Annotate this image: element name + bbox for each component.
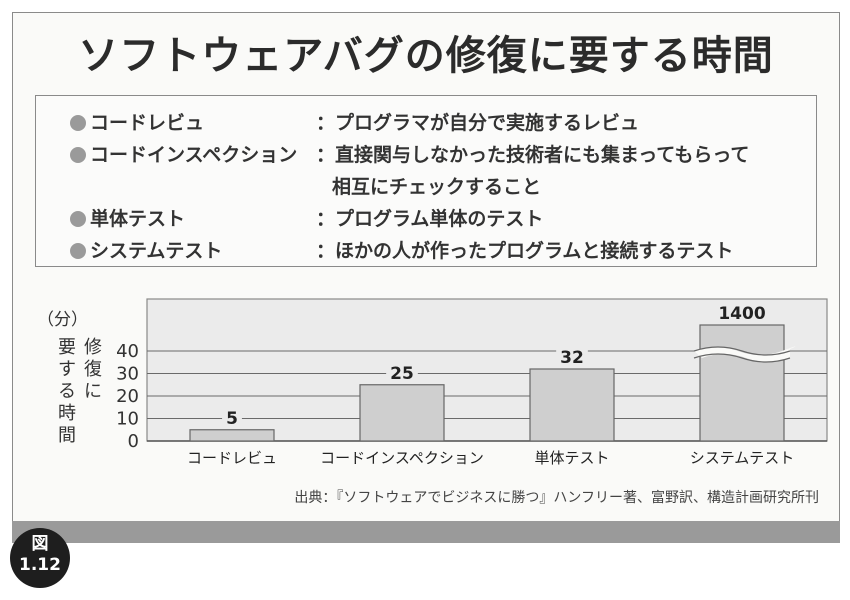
x-tick-label: システムテスト <box>690 449 795 467</box>
data-label-background <box>386 363 418 384</box>
unit-label: （分） <box>37 310 88 330</box>
source-citation: 出典：『ソフトウェアでビジネスに勝つ』ハンフリー著、富野訳、構造計画研究所刊 <box>294 490 819 506</box>
data-label: 32 <box>560 348 584 368</box>
definition-desc: ：直接関与しなかった技術者にも集まってもらって <box>316 144 750 166</box>
figure-title: ソフトウェアバグの修復に要する時間 <box>78 33 774 79</box>
figure-number-badge: 図 1.12 <box>10 528 70 588</box>
definition-desc-continued: 相互にチェックすること <box>332 176 542 198</box>
x-tick-label: コードレビュ <box>187 449 277 467</box>
figure-number: 1.12 <box>19 555 61 575</box>
bullet-icon <box>70 211 86 227</box>
x-tick-label: 単体テスト <box>534 449 609 467</box>
term-label: コードレビュ <box>90 112 205 134</box>
definition-term: 単体テスト <box>70 204 185 231</box>
axis-break-line <box>693 353 791 363</box>
bullet-icon <box>70 115 86 131</box>
figure-frame: ソフトウェアバグの修復に要する時間 コードレビュ ：プログラマが自分で実施するレ… <box>12 12 840 522</box>
bar <box>359 384 445 442</box>
bottom-band <box>12 521 840 543</box>
term-label: コードインスペクション <box>90 144 298 166</box>
bar <box>189 429 275 442</box>
term-label: システムテスト <box>90 240 223 262</box>
y-tick-label: 10 <box>116 409 139 430</box>
axis-break-line <box>693 346 791 356</box>
y-axis-label-line2: 要する時間 <box>58 337 76 446</box>
definition-term: システムテスト <box>70 236 222 263</box>
term-label: 単体テスト <box>90 208 186 230</box>
bar <box>529 368 615 442</box>
y-tick-label: 30 <box>116 364 139 385</box>
definition-desc: ：ほかの人が作ったプログラムと接続するテスト <box>316 240 734 262</box>
y-axis-label-line1: 修復に <box>84 337 102 402</box>
y-tick-label: 0 <box>128 431 139 452</box>
data-label: 25 <box>390 364 414 384</box>
bar <box>699 324 785 442</box>
definition-desc: ：プログラム単体のテスト <box>316 208 544 230</box>
y-tick-label: 20 <box>116 386 139 407</box>
definition-term: コードインスペクション <box>70 140 297 167</box>
definitions-box: コードレビュ ：プログラマが自分で実施するレビュ コードインスペクション ：直接… <box>35 95 817 267</box>
data-label-background <box>556 348 588 368</box>
bullet-icon <box>70 147 86 163</box>
definition-desc: ：プログラマが自分で実施するレビュ <box>316 112 640 134</box>
x-tick-label: コードインスペクション <box>320 449 484 467</box>
data-label: 5 <box>226 409 238 429</box>
data-label: 1400 <box>718 304 765 324</box>
y-tick-label: 40 <box>116 341 139 362</box>
bullet-icon <box>70 243 86 259</box>
axis-break-gap <box>694 346 796 362</box>
data-label-background <box>222 408 242 429</box>
definition-term: コードレビュ <box>70 108 204 135</box>
figure-label: 図 <box>31 534 49 554</box>
